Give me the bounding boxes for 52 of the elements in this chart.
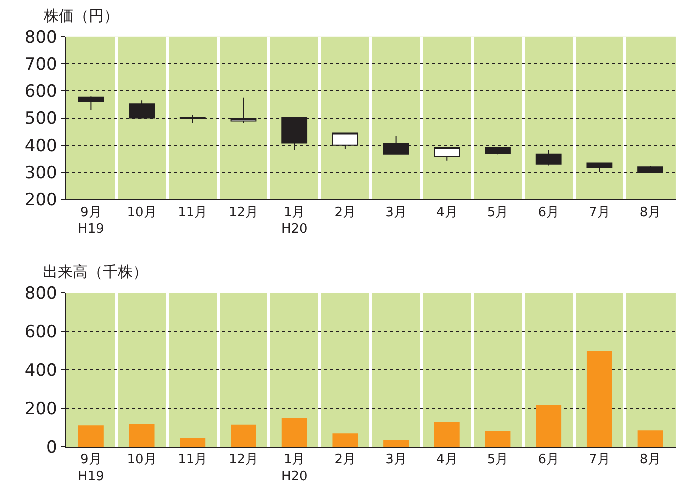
chart-title: 株価（円） bbox=[43, 7, 119, 25]
bar bbox=[129, 424, 155, 448]
x-tick-label: 7月 bbox=[589, 205, 610, 220]
bar bbox=[536, 405, 562, 448]
y-tick-label: 0 bbox=[46, 438, 58, 458]
x-tick-label: 1月 H20 bbox=[281, 205, 308, 238]
x-tick-label: 7月 bbox=[589, 452, 610, 468]
candlestick bbox=[536, 150, 562, 166]
x-tick-label: 11月 bbox=[178, 205, 208, 220]
y-tick-label: 200 bbox=[24, 400, 58, 420]
bar bbox=[485, 431, 511, 448]
x-tick-label: 4月 bbox=[436, 205, 458, 220]
bar bbox=[586, 351, 612, 448]
x-tick-label: 6月 bbox=[538, 205, 560, 220]
x-tick-label: 12月 bbox=[228, 452, 259, 468]
x-tick-label: 9月 H19 bbox=[78, 452, 104, 485]
x-tick-label: 4月 bbox=[436, 452, 458, 468]
x-tick-label: 11月 bbox=[178, 452, 208, 468]
x-tick-label: 3月 bbox=[386, 452, 407, 468]
y-tick-label: 300 bbox=[24, 163, 58, 184]
y-tick-label: 400 bbox=[24, 136, 58, 156]
chart-title: 出来高（千株） bbox=[43, 263, 148, 281]
x-tick-label: 1月 H20 bbox=[281, 452, 308, 485]
y-tick-label: 200 bbox=[24, 190, 58, 211]
x-tick-label: 5月 bbox=[487, 205, 509, 220]
bar bbox=[231, 424, 256, 448]
candlestick bbox=[78, 96, 104, 111]
y-tick-label: 800 bbox=[24, 284, 58, 304]
bar bbox=[282, 418, 308, 448]
bar bbox=[384, 440, 410, 448]
y-tick-label: 800 bbox=[24, 28, 58, 48]
x-tick-label: 5月 bbox=[487, 452, 509, 468]
y-tick-label: 600 bbox=[24, 322, 58, 343]
bar bbox=[434, 422, 460, 448]
x-tick-label: 2月 bbox=[334, 452, 356, 468]
y-tick-label: 500 bbox=[24, 109, 58, 130]
x-tick-label: 3月 bbox=[386, 205, 407, 220]
bar bbox=[332, 434, 358, 448]
x-tick-label: 8月 bbox=[640, 452, 662, 468]
y-tick-label: 400 bbox=[24, 361, 58, 382]
bar bbox=[638, 430, 664, 448]
bar bbox=[78, 426, 104, 448]
x-tick-label: 6月 bbox=[538, 452, 560, 468]
y-tick-label: 600 bbox=[24, 82, 58, 102]
x-tick-label: 8月 bbox=[640, 205, 662, 220]
x-tick-label: 10月 bbox=[127, 452, 157, 468]
x-tick-label: 9月 H19 bbox=[78, 205, 104, 238]
x-tick-label: 2月 bbox=[334, 205, 356, 220]
bar bbox=[180, 438, 206, 448]
x-tick-label: 12月 bbox=[228, 205, 259, 220]
x-tick-label: 10月 bbox=[127, 205, 157, 220]
y-tick-label: 700 bbox=[24, 54, 58, 75]
